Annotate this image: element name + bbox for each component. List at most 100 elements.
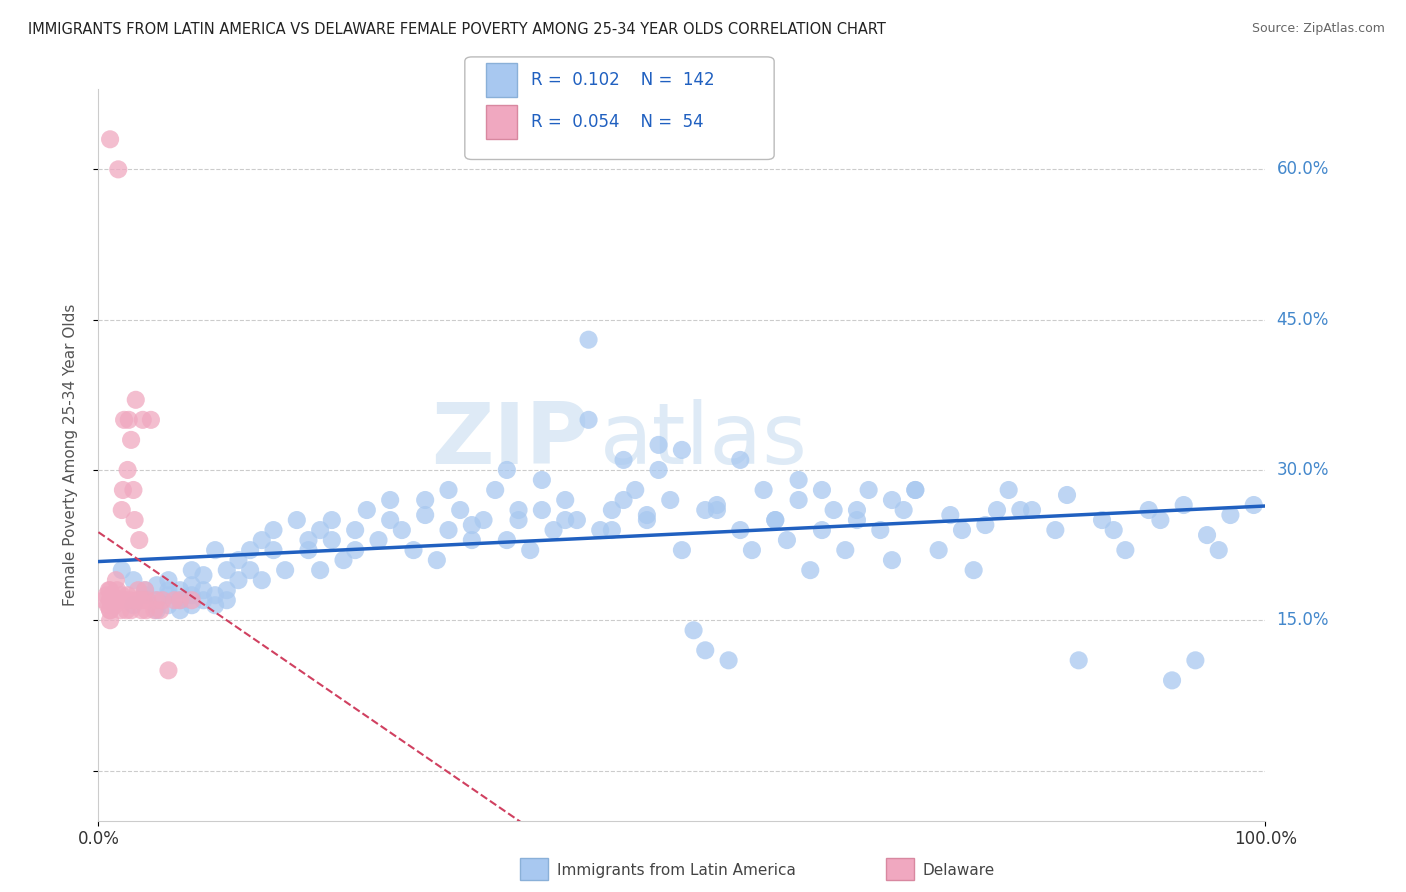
- Point: [152, 593, 174, 607]
- Point: [180, 578, 202, 592]
- Point: [508, 503, 530, 517]
- Text: Delaware: Delaware: [922, 863, 994, 878]
- Point: [787, 473, 810, 487]
- Point: [578, 413, 600, 427]
- Point: [112, 413, 135, 427]
- Point: [950, 523, 973, 537]
- Point: [752, 483, 775, 497]
- Point: [118, 593, 141, 607]
- Point: [787, 493, 810, 508]
- Point: [858, 483, 880, 497]
- Point: [647, 463, 669, 477]
- Point: [1195, 528, 1218, 542]
- Text: 15.0%: 15.0%: [1277, 611, 1329, 629]
- Point: [169, 593, 191, 607]
- Point: [131, 603, 153, 617]
- Point: [122, 483, 145, 497]
- Text: R =  0.102    N =  142: R = 0.102 N = 142: [531, 71, 714, 89]
- Point: [124, 513, 146, 527]
- Text: Immigrants from Latin America: Immigrants from Latin America: [557, 863, 796, 878]
- Point: [104, 593, 127, 607]
- Point: [763, 513, 786, 527]
- Y-axis label: Female Poverty Among 25-34 Year Olds: Female Poverty Among 25-34 Year Olds: [63, 304, 77, 606]
- Point: [134, 583, 156, 598]
- Point: [309, 523, 332, 537]
- Point: [845, 503, 868, 517]
- Text: R =  0.054    N =  54: R = 0.054 N = 54: [531, 113, 703, 131]
- Point: [472, 513, 495, 527]
- Point: [928, 543, 950, 558]
- Point: [636, 513, 658, 527]
- Point: [671, 543, 693, 558]
- Point: [449, 503, 471, 517]
- Point: [157, 598, 180, 612]
- Point: [97, 598, 120, 612]
- Point: [180, 598, 202, 612]
- Text: IMMIGRANTS FROM LATIN AMERICA VS DELAWARE FEMALE POVERTY AMONG 25-34 YEAR OLDS C: IMMIGRANTS FROM LATIN AMERICA VS DELAWAR…: [28, 22, 886, 37]
- Point: [146, 578, 169, 592]
- Point: [204, 588, 226, 602]
- Point: [98, 593, 121, 607]
- Point: [129, 593, 152, 607]
- Point: [262, 523, 284, 537]
- Point: [636, 508, 658, 522]
- Point: [730, 523, 752, 537]
- Point: [239, 543, 262, 558]
- Point: [110, 603, 132, 617]
- Point: [143, 603, 166, 617]
- Point: [1137, 503, 1160, 517]
- Point: [612, 493, 634, 508]
- Point: [193, 568, 215, 582]
- Point: [250, 573, 273, 587]
- Point: [332, 553, 354, 567]
- Point: [98, 603, 121, 617]
- Point: [157, 583, 180, 598]
- Point: [93, 593, 115, 607]
- Point: [120, 603, 142, 617]
- Point: [104, 573, 127, 587]
- Point: [880, 553, 903, 567]
- Point: [98, 583, 121, 598]
- Point: [204, 598, 226, 612]
- Point: [811, 483, 834, 497]
- Point: [344, 543, 367, 558]
- Point: [180, 593, 202, 607]
- Point: [125, 593, 148, 607]
- Point: [1243, 498, 1265, 512]
- Text: 45.0%: 45.0%: [1277, 310, 1329, 328]
- Point: [1184, 653, 1206, 667]
- Point: [1219, 508, 1241, 522]
- Text: 30.0%: 30.0%: [1277, 461, 1329, 479]
- Point: [741, 543, 763, 558]
- Point: [297, 543, 319, 558]
- Point: [146, 593, 169, 607]
- Point: [776, 533, 799, 547]
- Point: [139, 413, 162, 427]
- Point: [1010, 503, 1032, 517]
- Point: [461, 518, 484, 533]
- Text: ZIP: ZIP: [430, 399, 589, 482]
- Text: 60.0%: 60.0%: [1277, 161, 1329, 178]
- Point: [600, 523, 623, 537]
- Point: [111, 503, 134, 517]
- Point: [309, 563, 332, 577]
- Point: [402, 543, 425, 558]
- Point: [122, 573, 145, 587]
- Point: [120, 433, 142, 447]
- Point: [157, 588, 180, 602]
- Point: [111, 588, 134, 602]
- Point: [127, 583, 149, 598]
- Point: [461, 533, 484, 547]
- Point: [180, 588, 202, 602]
- Point: [706, 503, 728, 517]
- Point: [228, 573, 250, 587]
- Point: [378, 493, 402, 508]
- Point: [149, 603, 172, 617]
- Text: Source: ZipAtlas.com: Source: ZipAtlas.com: [1251, 22, 1385, 36]
- Point: [939, 508, 962, 522]
- Point: [146, 593, 169, 607]
- Point: [250, 533, 273, 547]
- Point: [262, 543, 284, 558]
- Point: [1114, 543, 1136, 558]
- Point: [612, 453, 634, 467]
